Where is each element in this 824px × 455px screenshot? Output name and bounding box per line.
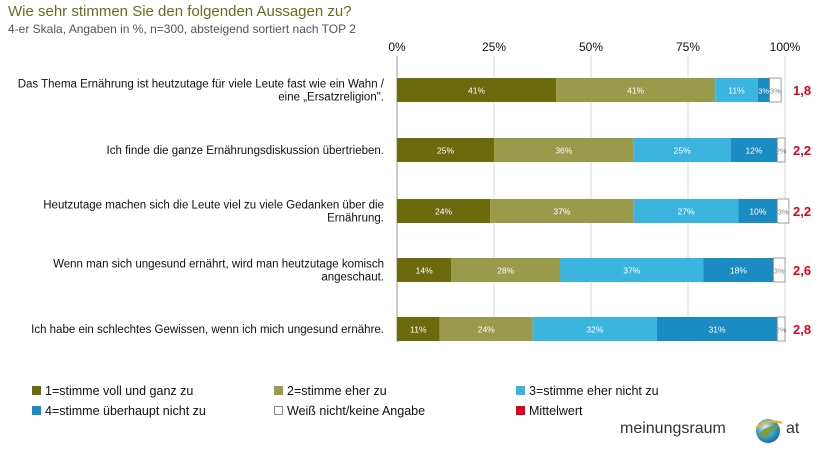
- data-label-r2-s4: 3%: [778, 208, 789, 217]
- legend-item-5: Weiß nicht/keine Angabe: [274, 404, 425, 418]
- bar-segment-r1-s1: [494, 138, 634, 162]
- logo-suffix: at: [786, 420, 800, 437]
- data-label-r3-s1: 28%: [497, 266, 514, 276]
- data-label-r0-s3: 3%: [758, 87, 769, 96]
- data-label-r1-s4: 2%: [776, 147, 787, 156]
- x-tick-label-1: 25%: [482, 40, 506, 54]
- bar-segment-r4-s1: [439, 317, 533, 341]
- bar-segment-r0-s4: [769, 77, 782, 103]
- data-label-r1-s1: 36%: [555, 146, 572, 156]
- legend-item-4: 4=stimme überhaupt nicht zu: [32, 404, 206, 418]
- bar-segment-r0-s3: [757, 78, 770, 102]
- data-label-r0-s1: 41%: [627, 86, 644, 96]
- legend-label-2: 2=stimme eher zu: [287, 384, 387, 398]
- data-label-r2-s0: 24%: [435, 207, 452, 217]
- x-tick-label-4: 100%: [770, 40, 801, 54]
- legend-label-5: Weiß nicht/keine Angabe: [287, 404, 426, 418]
- bar-segment-r4-s0: [397, 317, 440, 341]
- bar-segment-r0-s2: [715, 78, 758, 102]
- data-label-r4-s0: 11%: [410, 325, 427, 335]
- legend-swatch-2: [274, 386, 283, 395]
- bar-segment-r0-s0: [397, 78, 557, 102]
- data-label-r0-s2: 11%: [728, 86, 745, 96]
- bar-segment-r1-s3: [730, 138, 778, 162]
- bar-segment-r3-s3: [703, 258, 774, 282]
- data-label-r2-s2: 27%: [678, 207, 695, 217]
- bar-segment-r3-s0: [397, 258, 452, 282]
- legend-swatch-4: [32, 406, 41, 415]
- data-label-r1-s0: 25%: [437, 146, 454, 156]
- data-label-r3-s4: 3%: [774, 267, 785, 276]
- legend-swatch-6: [516, 406, 525, 415]
- legend-item-6: Mittelwert: [516, 404, 582, 418]
- chart-subtitle: 4-er Skala, Angaben in %, n=300, absteig…: [8, 22, 356, 36]
- category-label-4: Ich habe ein schlechtes Gewissen, wenn i…: [31, 324, 384, 336]
- mittelwert-value-4: 2,8: [793, 322, 811, 337]
- legend-item-3: 3=stimme eher nicht zu: [516, 384, 659, 398]
- data-label-r2-s3: 10%: [749, 207, 766, 217]
- bar-segment-r3-s2: [559, 258, 704, 282]
- data-label-r0-s0: 41%: [468, 86, 485, 96]
- bar-segment-r4-s4: [776, 316, 786, 342]
- data-label-r3-s2: 37%: [623, 266, 640, 276]
- mittelwert-value-3: 2,6: [793, 263, 811, 278]
- legend-swatch-5: [274, 406, 283, 415]
- legend-item-1: 1=stimme voll und ganz zu: [32, 384, 193, 398]
- legend-swatch-3: [516, 386, 525, 395]
- mittelwert-value-1: 2,2: [793, 143, 811, 158]
- bar-segment-r1-s0: [397, 138, 494, 162]
- x-tick-label-3: 75%: [676, 40, 700, 54]
- bar-segment-r1-s4: [776, 137, 786, 163]
- bar-segment-r1-s2: [633, 138, 731, 162]
- bar-segment-r3-s1: [451, 258, 560, 282]
- bar-segment-r2-s1: [490, 199, 634, 223]
- bar-segment-r3-s4: [772, 257, 786, 283]
- legend-label-6: Mittelwert: [529, 404, 583, 418]
- stacked-bar-chart: 0% 25% 50% 75% 100% Das Thema Ernährung ist h…: [18, 40, 811, 342]
- bar-segment-r4-s2: [532, 317, 657, 341]
- bar-segment-r2-s3: [738, 199, 778, 223]
- bar-segment-r2-s0: [397, 199, 491, 223]
- x-tick-label-0: 0%: [388, 40, 406, 54]
- mittelwert-value-2: 2,2: [793, 204, 811, 219]
- category-label-3: Wenn man sich ungesund ernährt, wird man…: [53, 259, 384, 284]
- bar-segment-r4-s3: [656, 317, 778, 341]
- legend-label-1: 1=stimme voll und ganz zu: [45, 384, 194, 398]
- category-label-1: Ich finde die ganze Ernährungsdiskussion…: [107, 145, 384, 157]
- data-label-r3-s3: 18%: [730, 266, 747, 276]
- legend-label-4: 4=stimme überhaupt nicht zu: [45, 404, 206, 418]
- legend-label-3: 3=stimme eher nicht zu: [529, 384, 659, 398]
- data-label-r4-s1: 24%: [478, 325, 495, 335]
- globe-icon: [755, 419, 783, 443]
- x-tick-label-2: 50%: [579, 40, 603, 54]
- data-label-r3-s0: 14%: [416, 266, 433, 276]
- legend-item-2: 2=stimme eher zu: [274, 384, 387, 398]
- bar-segment-r2-s2: [633, 199, 739, 223]
- chart-title: Wie sehr stimmen Sie den folgenden Aussa…: [8, 3, 352, 20]
- legend-swatch-1: [32, 386, 41, 395]
- bar-segment-r2-s4: [776, 198, 790, 224]
- logo-wordmark: meinungsraum: [620, 420, 726, 437]
- data-label-r0-s4: 3%: [770, 87, 781, 96]
- data-label-r2-s1: 37%: [553, 207, 570, 217]
- category-label-2: Heutzutage machen sich die Leute viel zu…: [43, 200, 384, 225]
- data-label-r4-s3: 31%: [709, 325, 726, 335]
- data-label-r4-s4: 2%: [776, 326, 787, 335]
- bar-segment-r0-s1: [556, 78, 716, 102]
- data-label-r4-s2: 32%: [586, 325, 603, 335]
- data-label-r1-s2: 25%: [674, 146, 691, 156]
- category-label-0: Das Thema Ernährung ist heutzutage für v…: [18, 79, 385, 104]
- mittelwert-value-0: 1,8: [793, 83, 811, 98]
- data-label-r1-s3: 12%: [745, 146, 762, 156]
